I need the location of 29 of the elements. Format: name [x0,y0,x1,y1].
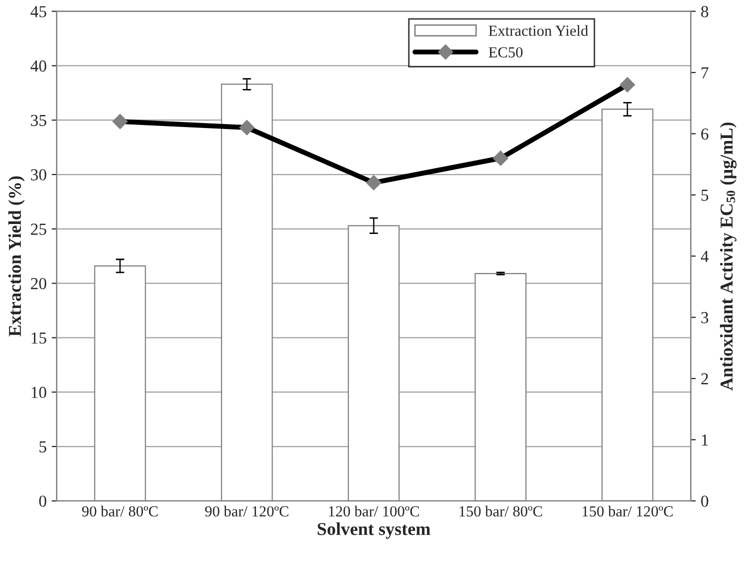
x-tick-label: 150 bar/ 80ºC [460,506,542,517]
y-tick-label: 35 [31,114,46,126]
y2-tick-label: 2 [701,373,708,384]
y-tick-label: 25 [30,224,46,235]
legend-label: Extraction Yield [488,25,588,36]
y2-tick-label: 5 [702,190,708,201]
y2-tick-label: 0 [701,496,708,507]
y-tick-label: 0 [39,496,46,507]
y-tick-label: 45 [30,6,46,18]
y2-tick-label: 6 [701,128,708,140]
x-tick-label: 150 bar/ 120ºC [582,506,673,517]
y2-tick-label: 7 [702,67,708,78]
legend-label: EC50 [488,47,523,58]
x-tick-label: 120 bar/ 100ºC [328,506,419,517]
y2-tick-label: 3 [701,312,708,324]
y-tick-label: 30 [31,169,46,180]
y-tick-label: 20 [30,278,46,290]
y-tick-label: 15 [32,332,46,344]
x-axis-title: Solvent system [318,522,430,539]
y2-tick-label: 1 [702,434,708,446]
y2-axis-title: Antioxidant Activity EC$_{50}$ (µg/mL) [720,122,737,390]
y-axis-title: Extraction Yield (%) [8,176,25,336]
y-tick-label: 5 [40,441,46,452]
x-tick-label: 90 bar/ 120ºC [205,506,288,517]
y-tick-label: 10 [32,386,46,398]
y2-tick-label: 8 [701,6,708,18]
x-tick-label: 90 bar/ 80ºC [82,506,158,517]
y2-tick-label: 4 [700,250,709,262]
y-tick-label: 40 [30,60,46,72]
